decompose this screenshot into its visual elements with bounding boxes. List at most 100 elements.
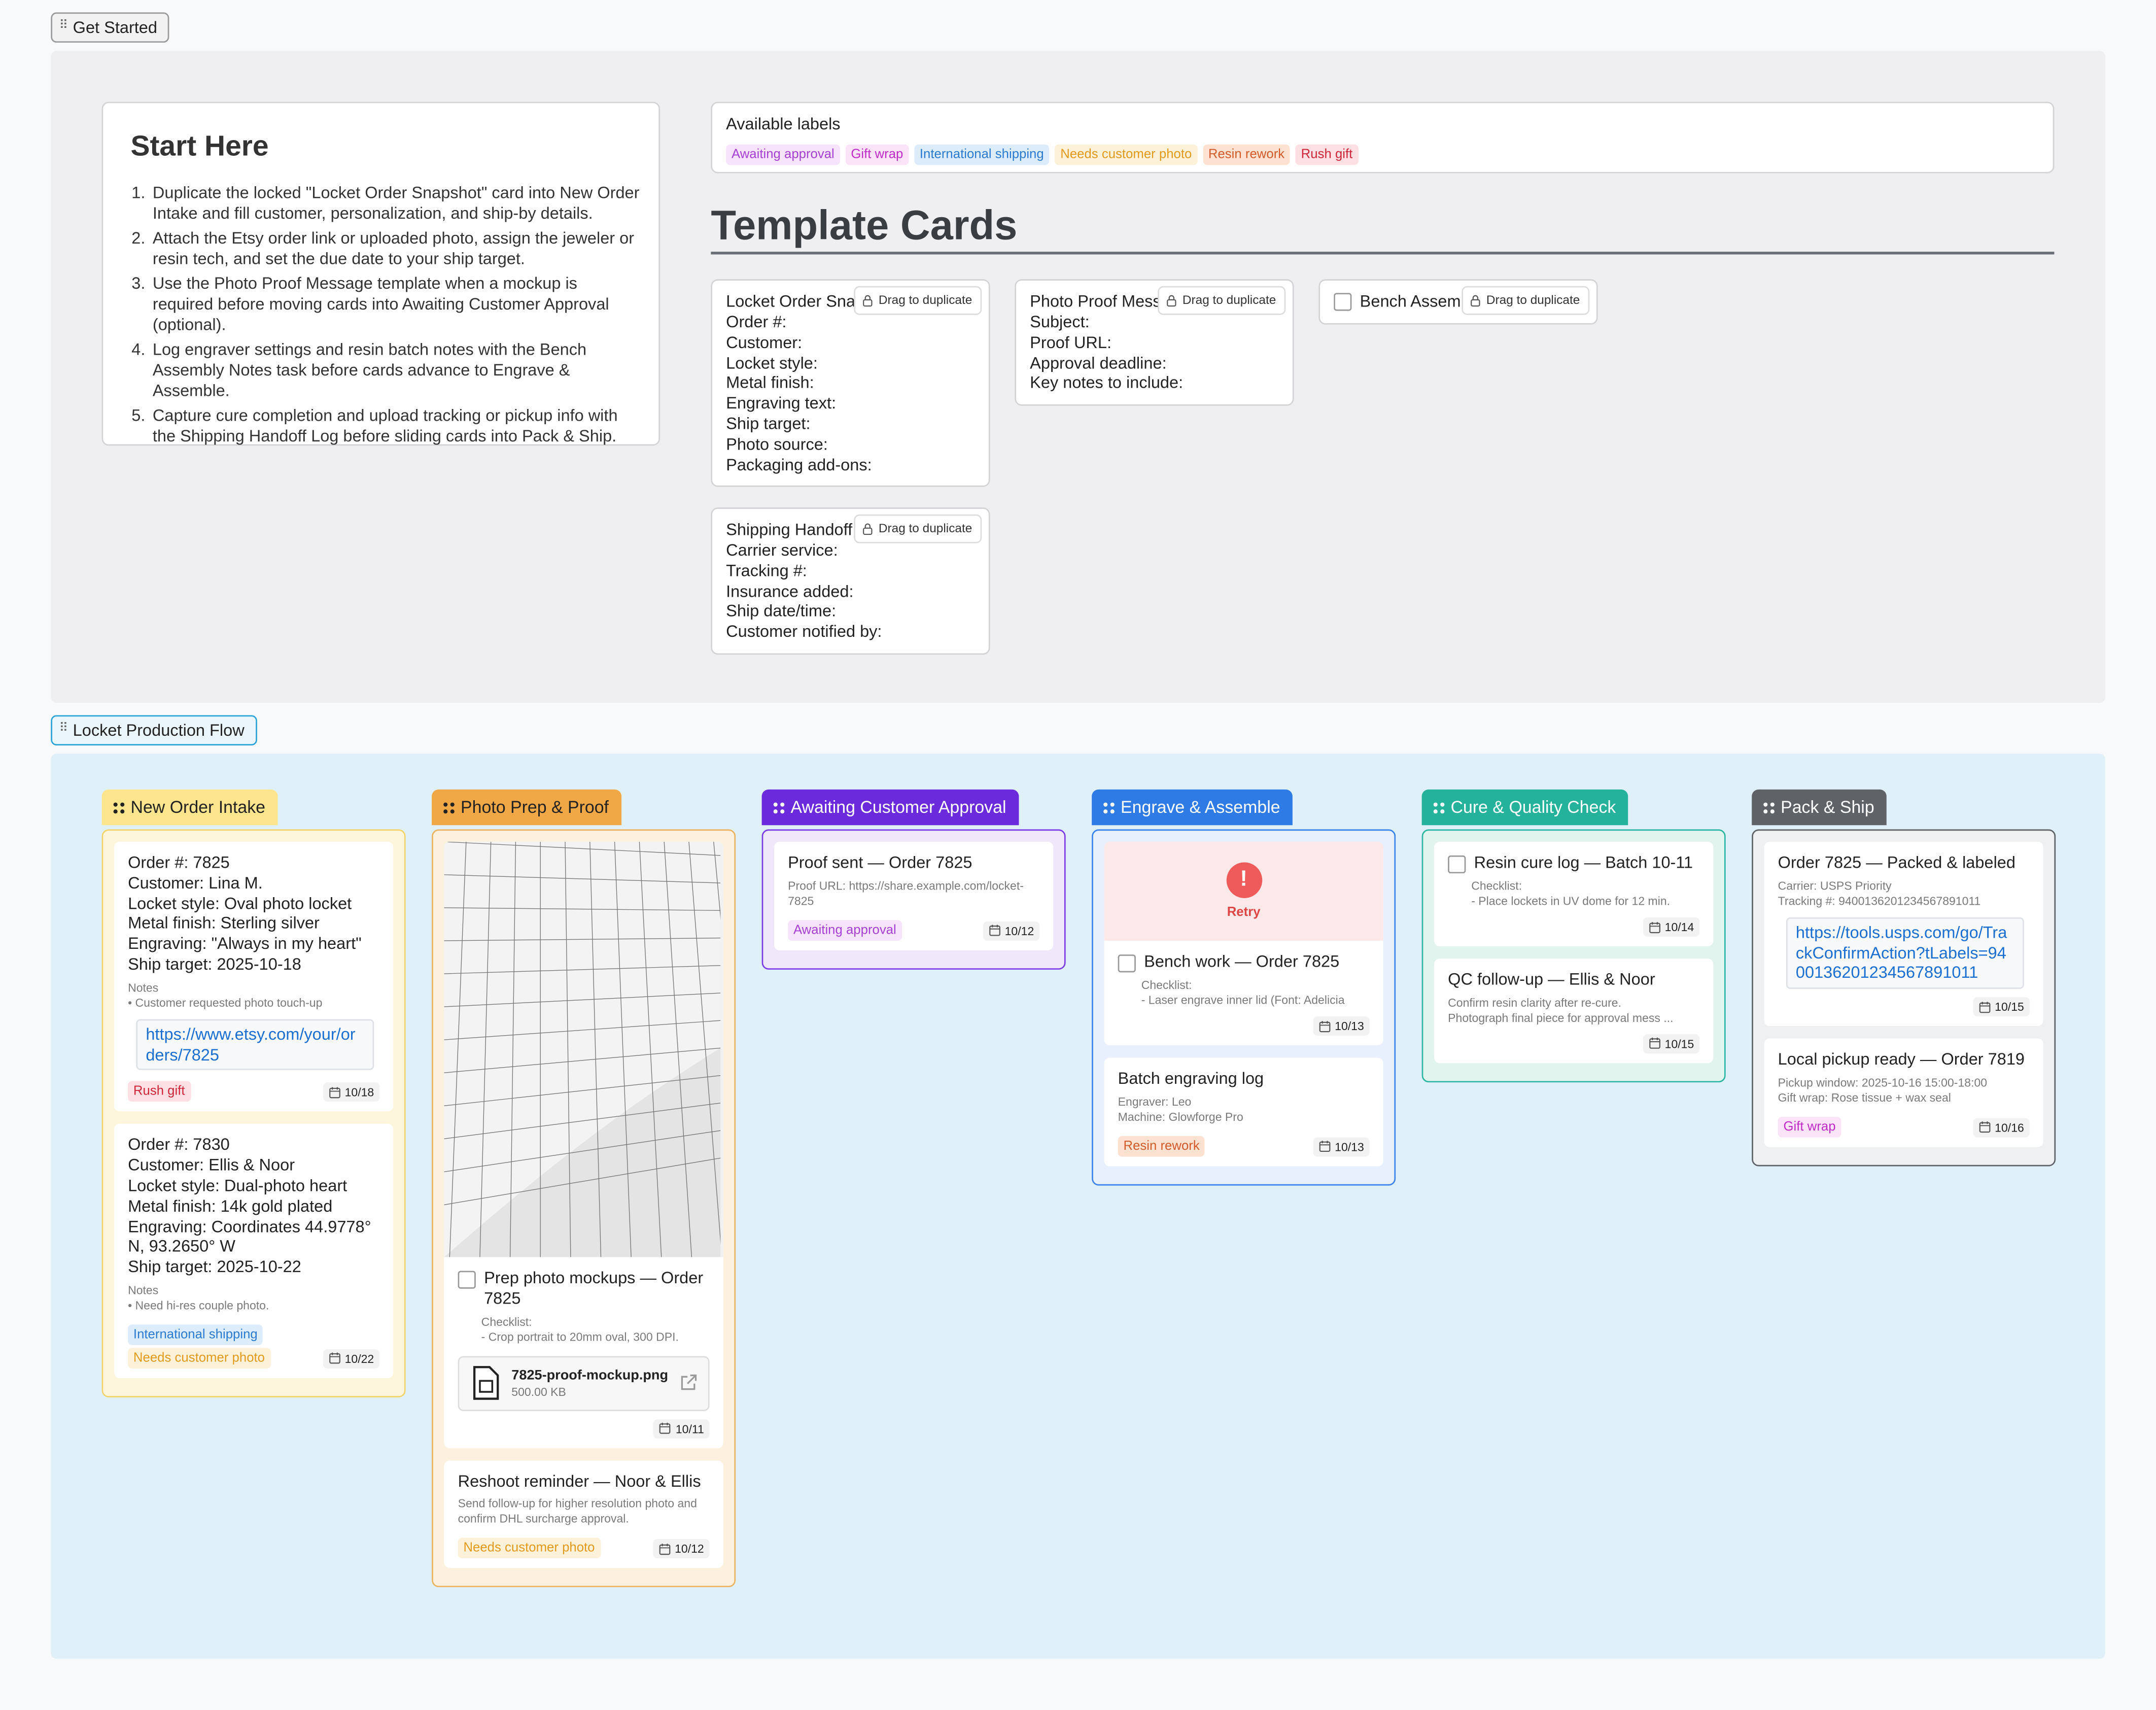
drag-icon — [1433, 801, 1445, 813]
drag-button[interactable]: Drag to duplicate — [1158, 286, 1286, 315]
due-date[interactable]: 10/14 — [1643, 917, 1700, 937]
template-field: Customer notified by: — [726, 622, 882, 641]
column-body: Resin cure log — Batch 10-11 Checklist: - … — [1421, 829, 1726, 1082]
drag-label: Drag to duplicate — [1182, 293, 1276, 307]
card[interactable]: QC follow-up — Ellis & Noor Confirm resin… — [1434, 959, 1714, 1063]
card-footer: Awaiting approval 10/12 — [788, 917, 1040, 941]
card[interactable]: Order #: 7830 Customer: Ellis & Noor Locke… — [114, 1124, 394, 1378]
column: New Order Intake Order #: 7825 Customer: L… — [101, 789, 406, 1397]
label-chip: Needs customer photo — [458, 1538, 601, 1559]
drag-icon — [1103, 801, 1115, 813]
meta-line: Gift wrap: Rose tissue + wax seal — [1778, 1090, 1951, 1105]
meta-line: Proof URL: https://share.example.com/loc… — [788, 878, 1024, 908]
column-header[interactable]: Pack & Ship — [1752, 789, 1887, 826]
card[interactable]: Order #: 7825 Customer: Lina M. Locket sty… — [114, 841, 394, 1112]
template-field: Key notes to include: — [1030, 373, 1184, 393]
card[interactable]: Local pickup ready — Order 7819 Pickup wi… — [1764, 1038, 2043, 1147]
drag-label: Drag to duplicate — [878, 521, 972, 535]
card-title: Reshoot reminder — Noor & Ellis — [458, 1471, 701, 1491]
column-header[interactable]: Cure & Quality Check — [1421, 789, 1628, 826]
due-date[interactable]: 10/13 — [1312, 1137, 1370, 1156]
card-body: Prep photo mockups — Order 7825 Checklist… — [444, 1257, 723, 1448]
checkbox[interactable] — [1448, 855, 1466, 874]
due-date[interactable]: 10/13 — [1312, 1016, 1370, 1036]
checkbox[interactable] — [458, 1271, 476, 1289]
card-title: Bench work — Order 7825 — [1144, 951, 1340, 971]
card-meta: Carrier: USPS Priority Tracking #: 940013… — [1778, 878, 2030, 909]
due-date[interactable]: 10/16 — [1972, 1118, 2030, 1138]
steps: Duplicate the locked "Locket Order Snaps… — [130, 183, 642, 447]
card-labels: Resin rework — [1118, 1133, 1205, 1156]
card[interactable]: Resin cure log — Batch 10-11 Checklist: - … — [1434, 841, 1714, 946]
due-date-text: 10/12 — [675, 1542, 704, 1556]
calendar-icon — [988, 925, 1000, 937]
card-labels: Gift wrap — [1778, 1114, 1841, 1138]
section-tab[interactable]: Locket Production Flow — [51, 715, 257, 746]
card[interactable]: Order 7825 — Packed & labeled Carrier: US… — [1764, 841, 2043, 1027]
card-title-row: Proof sent — Order 7825 — [788, 853, 1039, 873]
section-tab[interactable]: Get Started — [51, 12, 170, 43]
card-meta: Confirm resin clarity after re-cure. Phot… — [1448, 996, 1699, 1026]
card-meta: Proof URL: https://share.example.com/loc… — [788, 878, 1039, 909]
card-meta: Notes • Customer requested photo touch-up — [128, 980, 379, 1011]
meta-line: • Need hi-res couple photo. — [128, 1298, 269, 1312]
card-title-row: Prep photo mockups — Order 7825 — [458, 1268, 710, 1309]
attachment-name: 7825-proof-mockup.png — [511, 1367, 669, 1383]
card-title: Resin cure log — Batch 10-11 — [1474, 852, 1693, 872]
label-chip: Gift wrap — [845, 144, 909, 165]
card-line: Order #: 7825 — [128, 852, 230, 872]
column-header[interactable]: New Order Intake — [101, 789, 278, 826]
drag-button[interactable]: Drag to duplicate — [1462, 286, 1590, 315]
template-field: Ship target: — [726, 414, 811, 433]
card-footer: Rush gift 10/18 — [128, 1079, 380, 1103]
step: Log engraver settings and resin batch no… — [150, 340, 642, 401]
meta-line: - Crop portrait to 20mm oval, 300 DPI. — [481, 1329, 679, 1344]
card[interactable]: Batch engraving log Engraver: Leo Machine:… — [1104, 1057, 1383, 1166]
drag-button[interactable]: Drag to duplicate — [854, 286, 982, 315]
due-date-text: 10/13 — [1335, 1019, 1364, 1033]
attachment-size: 500.00 KB — [511, 1384, 566, 1398]
card[interactable]: Prep photo mockups — Order 7825 Checklist… — [444, 841, 723, 1448]
due-date[interactable]: 10/12 — [652, 1540, 710, 1559]
checkbox[interactable] — [1118, 954, 1136, 973]
card-link[interactable]: https://www.etsy.com/your/orders/7825 — [136, 1018, 374, 1071]
column-header[interactable]: Awaiting Customer Approval — [761, 789, 1019, 826]
card-line: Engraving: "Always in my heart" — [128, 934, 362, 953]
card-line: Ship target: 2025-10-22 — [128, 1257, 301, 1277]
due-date[interactable]: 10/12 — [983, 921, 1040, 941]
due-date[interactable]: 10/15 — [1972, 997, 2030, 1017]
attachment[interactable]: 7825-proof-mockup.png 500.00 KB — [458, 1355, 710, 1411]
column: Awaiting Customer Approval Proof sent — O… — [761, 789, 1066, 970]
template-field: Order #: — [726, 312, 787, 332]
drag-icon — [443, 801, 455, 813]
template-field: Ship date/time: — [726, 601, 837, 621]
column: Pack & Ship Order 7825 — Packed & labeled… — [1752, 789, 2056, 1167]
templates-heading: Template Cards — [711, 203, 2055, 255]
label-chip: Resin rework — [1203, 144, 1290, 165]
card-footer: International shipping Needs customer pho… — [128, 1322, 380, 1369]
due-date[interactable]: 10/22 — [323, 1349, 380, 1369]
card-line: Order #: 7830 — [128, 1135, 230, 1155]
column-header[interactable]: Engrave & Assemble — [1092, 789, 1293, 826]
step: Duplicate the locked "Locket Order Snaps… — [150, 183, 642, 223]
card-title-row: Resin cure log — Batch 10-11 — [1448, 853, 1699, 874]
card[interactable]: Proof sent — Order 7825 Proof URL: https:… — [774, 841, 1054, 950]
drag-button[interactable]: Drag to duplicate — [854, 514, 982, 543]
lock-icon — [1470, 294, 1481, 306]
column-body: ! Retry Bench work — Order 7825 Checklist: -… — [1092, 829, 1396, 1185]
due-date[interactable]: 10/15 — [1643, 1034, 1700, 1053]
card-title-row: Order 7825 — Packed & labeled — [1778, 853, 2030, 873]
calendar-icon — [1318, 1141, 1331, 1153]
due-date[interactable]: 10/18 — [323, 1083, 380, 1103]
card-link[interactable]: https://tools.usps.com/go/TrackConfirmAc… — [1786, 917, 2024, 989]
open-icon — [679, 1374, 697, 1392]
error-text[interactable]: Retry — [1227, 905, 1261, 920]
checkbox[interactable] — [1334, 293, 1352, 311]
column-header[interactable]: Photo Prep & Proof — [432, 789, 621, 826]
due-date[interactable]: 10/11 — [653, 1419, 710, 1439]
card[interactable]: Reshoot reminder — Noor & Ellis Send foll… — [444, 1460, 723, 1569]
card-title-row: Reshoot reminder — Noor & Ellis — [458, 1471, 710, 1491]
card[interactable]: ! Retry Bench work — Order 7825 Checklist: -… — [1104, 841, 1383, 1045]
meta-line: Notes — [128, 980, 159, 995]
